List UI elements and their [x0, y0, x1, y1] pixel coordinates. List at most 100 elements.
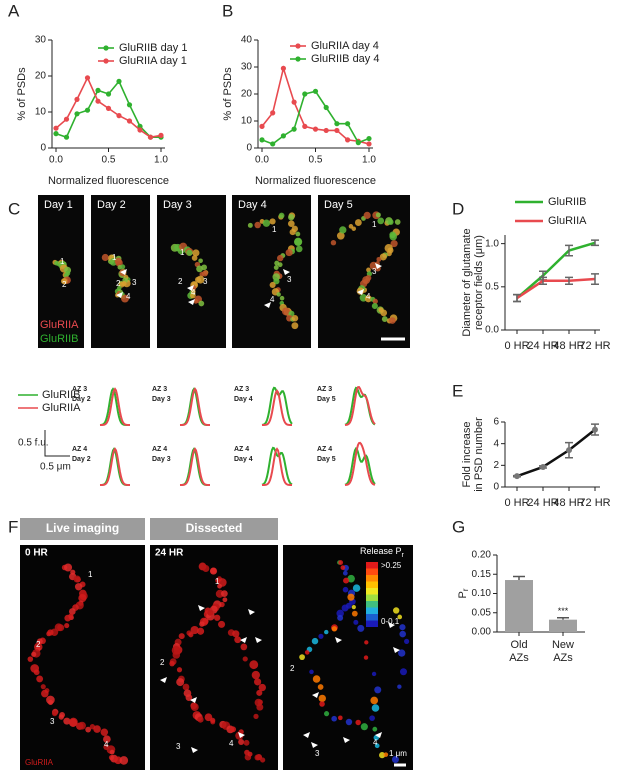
arrowhead	[388, 622, 395, 628]
az-number: 3	[50, 717, 55, 726]
y-tick-label: 6	[493, 417, 499, 428]
az-number: 3	[203, 277, 208, 286]
blob	[383, 752, 389, 757]
blob	[317, 684, 324, 690]
y-tick-label: 1.0	[485, 238, 499, 249]
blob	[331, 626, 338, 632]
arrowhead	[283, 269, 290, 275]
blob	[340, 565, 346, 570]
blob	[195, 276, 201, 283]
day-label: Day 3	[163, 199, 192, 211]
arrowhead	[375, 263, 382, 269]
blob	[336, 609, 344, 618]
blob	[33, 669, 40, 676]
y-axis-label: Diameter of glutamate	[461, 228, 473, 336]
blob	[120, 294, 129, 303]
marker	[540, 463, 546, 470]
y-axis-label: Pr	[457, 588, 470, 598]
x-tick-label: AZs	[553, 652, 573, 664]
blob	[218, 620, 226, 628]
az-number: 4	[126, 292, 131, 301]
blob	[196, 627, 205, 635]
blob	[192, 249, 200, 257]
y-tick-label: 40	[241, 35, 253, 46]
blob	[114, 257, 122, 265]
y-tick-label: 20	[241, 89, 253, 100]
az-number: 2	[178, 277, 183, 286]
blob	[288, 214, 295, 221]
series-line	[516, 428, 596, 478]
blob	[294, 238, 302, 246]
error-bar	[539, 276, 547, 285]
marker	[116, 113, 122, 119]
blob	[186, 249, 193, 256]
x-tick-label: 1.0	[154, 155, 168, 166]
blob	[330, 239, 337, 246]
arrowhead	[312, 692, 319, 698]
blob	[269, 218, 276, 225]
blob	[379, 752, 386, 759]
blob	[379, 253, 387, 261]
colorbar-cell	[366, 594, 378, 601]
arrowhead	[198, 605, 205, 611]
blob	[404, 638, 410, 644]
profile-curve	[344, 385, 376, 426]
blob	[397, 684, 402, 689]
x-tick-label: 0 HR	[504, 340, 529, 352]
arrowhead	[120, 269, 127, 275]
blob	[273, 265, 279, 270]
panel-letter: C	[8, 199, 20, 218]
time-label: 24 HR	[155, 548, 184, 559]
blob	[339, 226, 347, 234]
day-label: Day 4	[238, 199, 267, 211]
y-tick-label: 0.15	[472, 569, 492, 580]
blob	[68, 608, 76, 615]
colorbar-cell	[366, 581, 378, 588]
az-number: 2	[290, 664, 295, 673]
colorbar-cell	[366, 588, 378, 595]
blob	[374, 686, 382, 694]
profile-curve	[99, 387, 131, 426]
bar	[549, 619, 577, 632]
x-tick-label: 0.5	[102, 155, 116, 166]
profile-label: Day 4	[234, 456, 253, 463]
profile-label: AZ 3	[234, 386, 249, 393]
blob	[60, 278, 68, 285]
x-axis-label: Normalized fluorescence	[48, 175, 169, 187]
blob	[234, 636, 242, 644]
blob	[214, 614, 221, 621]
blob	[375, 212, 381, 218]
blob	[51, 710, 58, 717]
y-tick-label: 0	[246, 143, 252, 154]
y-axis-label-main: % of PSDs	[16, 67, 28, 121]
blob	[369, 715, 375, 722]
x-tick-label: 24 HR	[527, 497, 558, 509]
blob	[242, 656, 248, 662]
error-bar	[591, 273, 599, 285]
marker	[592, 426, 598, 433]
profile-label: Day 3	[152, 396, 171, 403]
blob	[371, 671, 377, 677]
marker	[137, 127, 143, 133]
profile-label: Day 2	[72, 396, 91, 403]
blob	[291, 322, 299, 330]
scale-label: 1 μm	[389, 749, 407, 758]
blob	[371, 302, 378, 310]
az-number: 3	[372, 267, 377, 276]
blob	[390, 240, 398, 248]
x-tick-label: New	[552, 639, 574, 651]
blob	[202, 565, 210, 572]
blob	[273, 278, 280, 285]
marker	[280, 65, 286, 71]
blob	[27, 656, 34, 662]
blob	[190, 292, 196, 299]
blob	[353, 619, 359, 625]
marker	[63, 116, 70, 122]
az-number: 4	[270, 295, 275, 304]
blob	[232, 630, 240, 638]
profile-curve	[179, 447, 211, 486]
blob	[120, 264, 126, 270]
blob	[256, 689, 263, 696]
marker	[126, 118, 133, 124]
series-line	[261, 90, 370, 145]
